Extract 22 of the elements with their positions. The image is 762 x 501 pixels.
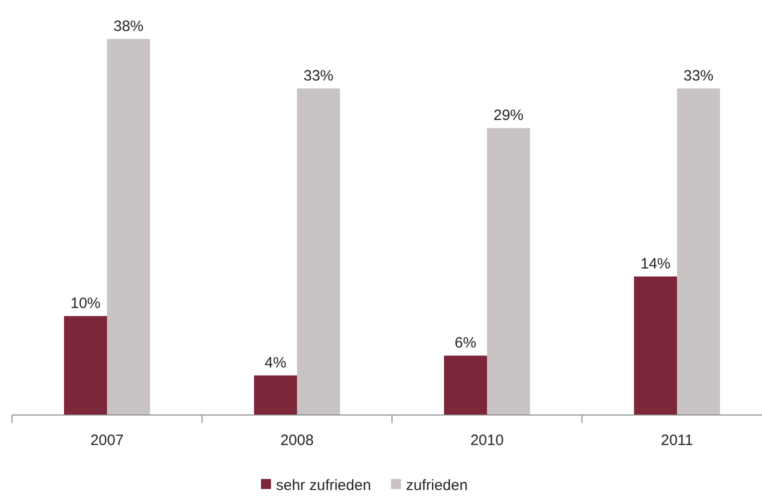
x-tick-label: 2010 xyxy=(470,432,504,449)
data-label: 33% xyxy=(683,67,714,84)
bar xyxy=(254,375,297,415)
x-tick-label: 2008 xyxy=(280,432,314,449)
bar xyxy=(64,316,107,415)
data-label: 14% xyxy=(640,255,671,272)
legend-label: zufrieden xyxy=(406,477,468,494)
data-label: 29% xyxy=(493,107,524,124)
x-tick-label: 2007 xyxy=(90,432,124,449)
data-label: 38% xyxy=(113,18,144,35)
bar xyxy=(444,356,487,415)
bar xyxy=(297,88,340,415)
x-tick-label: 2011 xyxy=(660,432,694,449)
legend-label: sehr zufrieden xyxy=(276,477,372,494)
bar xyxy=(634,276,677,415)
data-label: 33% xyxy=(303,67,334,84)
data-label: 10% xyxy=(70,295,101,312)
bar xyxy=(107,39,150,415)
data-label: 4% xyxy=(264,354,286,372)
bar xyxy=(487,128,530,415)
data-label: 6% xyxy=(454,334,476,352)
bar xyxy=(677,88,720,415)
